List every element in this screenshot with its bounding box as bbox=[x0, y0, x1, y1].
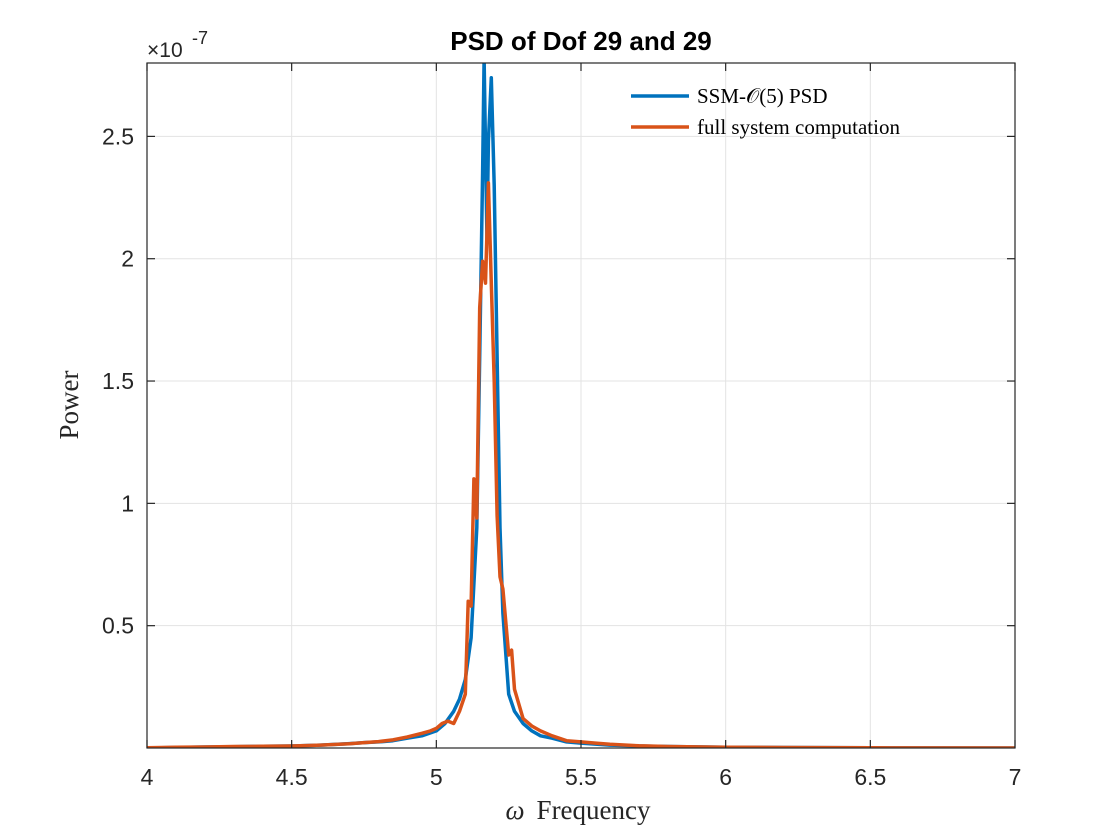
y-tick-label: 2 bbox=[121, 246, 134, 272]
x-tick-label: 5 bbox=[430, 764, 443, 790]
y-axis-label: Power bbox=[54, 371, 84, 440]
tick-layer: 4 4.5 5 5.5 6 6.5 7 0.5 1 1.5 2 2.5 bbox=[102, 63, 1021, 790]
y-tick-label: 1 bbox=[121, 490, 134, 516]
series-line-full-system bbox=[147, 181, 1015, 748]
x-axis-symbol: ω bbox=[505, 795, 524, 825]
x-tick-label: 7 bbox=[1009, 764, 1022, 790]
x-tick-label: 6 bbox=[719, 764, 732, 790]
x-tick-label: 4 bbox=[141, 764, 154, 790]
y-tick-label: 0.5 bbox=[102, 613, 134, 639]
x-axis-text: Frequency bbox=[537, 795, 651, 825]
plot-area: 4 4.5 5 5.5 6 6.5 7 0.5 1 1.5 2 2.5 bbox=[102, 62, 1021, 790]
exponent-label: ×10 -7 bbox=[147, 28, 208, 62]
exponent-power: -7 bbox=[192, 28, 208, 48]
legend-label-ssm: SSM-𝒪(5) PSD bbox=[697, 84, 828, 108]
legend-label-full: full system computation bbox=[697, 115, 900, 139]
y-tick-label: 2.5 bbox=[102, 123, 134, 149]
grid-layer bbox=[147, 63, 1015, 748]
legend: SSM-𝒪(5) PSD full system computation bbox=[631, 84, 900, 139]
x-axis-label: ω Frequency bbox=[505, 795, 651, 825]
chart-title: PSD of Dof 29 and 29 bbox=[450, 26, 712, 56]
x-tick-label: 6.5 bbox=[854, 764, 886, 790]
x-tick-label: 4.5 bbox=[276, 764, 308, 790]
y-tick-label: 1.5 bbox=[102, 368, 134, 394]
exponent-base: ×10 bbox=[147, 39, 183, 62]
x-tick-label: 5.5 bbox=[565, 764, 597, 790]
series-layer bbox=[147, 63, 1015, 748]
